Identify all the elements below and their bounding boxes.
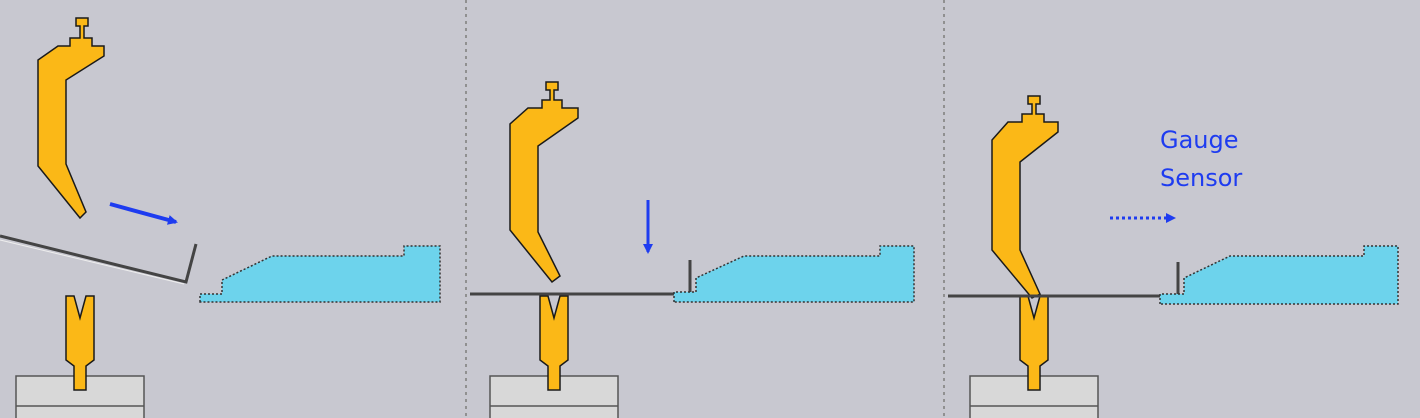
sheet-metal-inner (0, 239, 185, 285)
lower-die (65, 295, 95, 391)
sheet-metal (0, 234, 198, 284)
sheet-metal (948, 262, 1180, 298)
lower-die (1019, 295, 1049, 391)
backgauge (199, 245, 441, 303)
backgauge (1159, 245, 1399, 305)
lower-die (539, 295, 569, 391)
step-1-panel (0, 17, 441, 418)
gauge-label-line-1: Gauge (1160, 126, 1239, 154)
step-3-panel (948, 95, 1399, 418)
upper-punch (991, 95, 1059, 299)
step-2-panel (470, 81, 915, 418)
upper-punch (509, 81, 579, 284)
gauge-label-line-2: Sensor (1160, 164, 1243, 192)
diagonal-motion-arrow (109, 202, 178, 225)
backgauge (673, 245, 915, 303)
upper-punch (37, 17, 105, 220)
sheet-metal (470, 260, 692, 296)
